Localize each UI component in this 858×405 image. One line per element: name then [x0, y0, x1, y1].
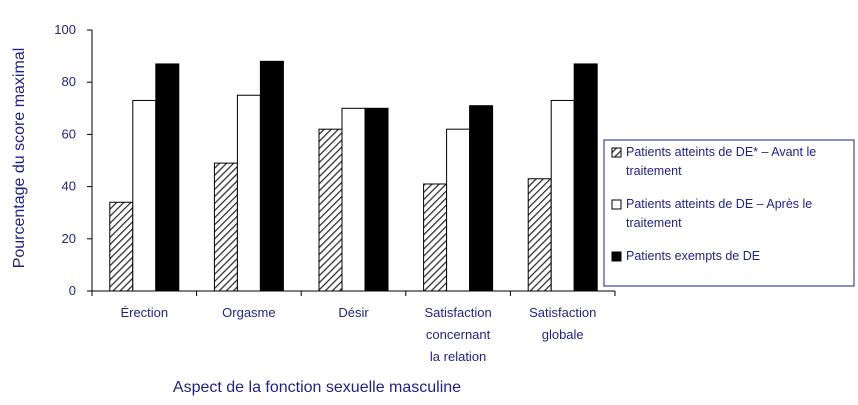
y-tick-label: 60: [62, 126, 76, 141]
legend-label-1: Patients atteints de DE* – Avant le: [626, 145, 816, 159]
y-tick-label: 20: [62, 231, 76, 246]
y-tick-label: 40: [62, 179, 76, 194]
legend-box: [603, 139, 855, 287]
x-tick-label: Érection: [120, 305, 168, 320]
y-tick-label: 80: [62, 74, 76, 89]
bar-1-series-3: [155, 63, 180, 292]
legend-swatch-3: [611, 251, 622, 262]
bar-4-series-3: [469, 105, 494, 292]
y-tick-label: 100: [54, 22, 76, 37]
legend-label-2: Patients atteints de DE – Après le: [626, 197, 812, 211]
bar-2-series-1: [213, 162, 238, 292]
bar-3-series-2: [341, 107, 366, 292]
bar-4-series-2: [446, 128, 471, 292]
bar-4-series-1: [423, 183, 448, 292]
bar-1-series-1: [109, 201, 134, 292]
x-tick-label: Orgasme: [222, 305, 275, 320]
bar-2-series-3: [259, 60, 284, 292]
x-tick-label: la relation: [430, 349, 486, 364]
x-tick-label: globale: [542, 327, 584, 342]
y-axis-label: Pourcentage du score maximal: [11, 48, 28, 269]
x-tick-label: Satisfaction: [529, 305, 596, 320]
x-tick-label: Désir: [338, 305, 369, 320]
legend-swatch-1: [611, 147, 622, 158]
legend-label-2: traitement: [626, 216, 682, 230]
legend-label-3: Patients exempts de DE: [626, 249, 760, 263]
bar-1-series-2: [132, 99, 157, 292]
bar-3-series-3: [364, 107, 389, 292]
bar-5-series-3: [573, 63, 598, 292]
y-tick-label: 0: [69, 283, 76, 298]
x-tick-label: Satisfaction: [424, 305, 491, 320]
bar-3-series-1: [318, 128, 343, 292]
legend-label-1: traitement: [626, 164, 682, 178]
x-tick-label: concernant: [426, 327, 491, 342]
x-axis-label: Aspect de la fonction sexuelle masculine: [173, 379, 461, 396]
bar-2-series-2: [236, 94, 261, 292]
bar-5-series-2: [550, 99, 575, 292]
legend-swatch-2: [611, 199, 622, 210]
bar-5-series-1: [527, 178, 552, 292]
